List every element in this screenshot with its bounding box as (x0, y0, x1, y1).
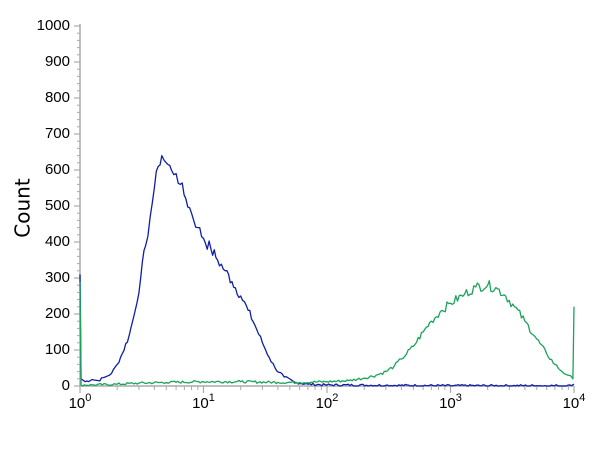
y-tick-label: 800 (45, 89, 70, 106)
x-tick-label: 103 (439, 392, 462, 412)
y-ticks: 0 100 200 300 400 500 600 700 800 900 1000 (37, 17, 80, 394)
y-tick-label: 700 (45, 125, 70, 142)
x-ticks: 100 101 102 103 104 (69, 386, 586, 412)
y-tick-label: 900 (45, 53, 70, 70)
x-tick-label: 102 (316, 392, 339, 412)
y-tick-label: 1000 (37, 17, 70, 34)
y-tick-label: 200 (45, 305, 70, 322)
y-tick-label: 500 (45, 197, 70, 214)
x-tick-label: 104 (563, 392, 586, 412)
y-tick-label: 0 (62, 377, 70, 394)
series-line-2 (79, 280, 575, 387)
series-line-1 (79, 154, 575, 387)
y-tick-label: 100 (45, 341, 70, 358)
series-layer (79, 154, 575, 387)
y-tick-label: 400 (45, 233, 70, 250)
y-tick-label: 300 (45, 269, 70, 286)
y-tick-label: 600 (45, 161, 70, 178)
x-tick-label: 101 (192, 392, 215, 412)
x-tick-label: 100 (69, 392, 92, 412)
y-axis-label: Count (11, 178, 35, 238)
